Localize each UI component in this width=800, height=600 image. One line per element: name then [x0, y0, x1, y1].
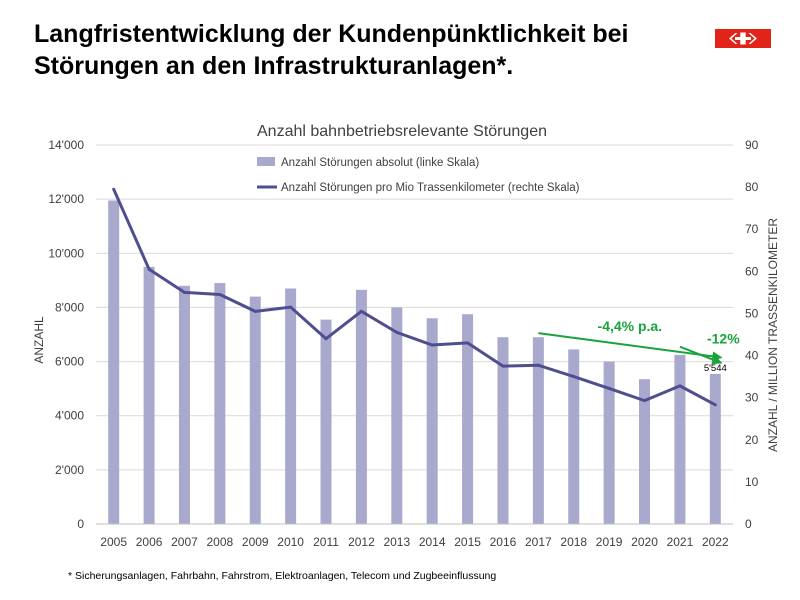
- x-tick-label: 2010: [277, 535, 304, 549]
- y-left-tick-label: 10'000: [48, 246, 84, 260]
- grid: [96, 144, 733, 525]
- line-point: [572, 375, 576, 379]
- y-right-tick-label: 30: [745, 391, 759, 405]
- x-tick-label: 2018: [560, 535, 587, 549]
- bar: [709, 373, 721, 524]
- sbb-logo: [715, 29, 771, 48]
- line-point: [466, 341, 470, 345]
- line-path: [112, 188, 717, 407]
- line-point: [112, 187, 116, 191]
- line-point: [678, 384, 682, 388]
- bar: [603, 361, 615, 524]
- x-tick-label: 2020: [631, 535, 658, 549]
- chart-title: Anzahl bahnbetriebsrelevante Störungen: [257, 123, 547, 140]
- line-point: [501, 364, 505, 368]
- x-tick-label: 2011: [313, 535, 339, 549]
- bar: [320, 319, 332, 524]
- sbb-logo-icon: [715, 29, 771, 48]
- y-left-tick-label: 6'000: [55, 355, 84, 369]
- line-point: [324, 337, 328, 341]
- x-tick-label: 2008: [207, 535, 234, 549]
- legend-swatch-bar: [257, 157, 275, 166]
- x-tick-label: 2017: [525, 535, 552, 549]
- x-tick-label: 2012: [348, 535, 375, 549]
- line-point: [430, 343, 434, 347]
- line-point: [147, 267, 151, 271]
- y-right-tick-label: 90: [745, 138, 759, 152]
- bar: [426, 318, 438, 524]
- y-left-tick-label: 4'000: [55, 409, 84, 423]
- bar: [532, 337, 544, 524]
- x-axis: 2005 2006 2007 2008 2009 2010 2011 2012 2013 2014…: [96, 523, 733, 549]
- data-label: 5'544: [704, 363, 727, 374]
- x-tick-label: 2015: [454, 535, 481, 549]
- line-point: [218, 292, 222, 296]
- annotation-arrow: [679, 345, 723, 365]
- bar: [143, 266, 155, 524]
- y-right-tick-label: 0: [745, 517, 752, 531]
- y-right-tick-label: 10: [745, 475, 759, 489]
- x-tick-label: 2022: [702, 535, 729, 549]
- line-point: [607, 386, 611, 390]
- bar: [214, 283, 226, 524]
- legend-label-line: Anzahl Störungen pro Mio Trassenkilomete…: [281, 182, 580, 194]
- y-left-tick-label: 14'000: [48, 138, 84, 152]
- bar: [108, 200, 120, 524]
- y-left-tick-label: 12'000: [48, 192, 84, 206]
- annotations: -4,4% p.a. -12%: [538, 318, 740, 365]
- annotation-label: -12%: [707, 331, 740, 347]
- x-tick-label: 2021: [667, 535, 694, 549]
- x-tick-label: 2009: [242, 535, 269, 549]
- y-right-tick-label: 70: [745, 222, 759, 236]
- bar: [639, 379, 651, 524]
- annotation-label: -4,4% p.a.: [598, 318, 663, 334]
- y-right-tick-label: 20: [745, 433, 759, 447]
- y-left-tick-label: 0: [77, 517, 84, 531]
- x-tick-label: 2014: [419, 535, 446, 549]
- line-point: [289, 305, 293, 309]
- x-tick-label: 2016: [490, 535, 517, 549]
- bar: [674, 354, 686, 524]
- bar: [355, 289, 367, 524]
- y-axis-left-label: ANZAHL: [32, 316, 46, 364]
- page-title: Langfristentwicklung der Kundenpünktlich…: [34, 20, 629, 80]
- line-series: [112, 187, 717, 407]
- y-axis-left: 0 2'000 4'000 6'000 8'000 10'000 12'000 14'000: [48, 138, 84, 531]
- y-axis-right-label: ANZAHL / MILLION TRASSENKILOMETER: [766, 218, 780, 452]
- bar: [568, 349, 580, 524]
- chart: Anzahl bahnbetriebsrelevante Störungen 5…: [32, 123, 780, 549]
- bar: [497, 337, 509, 524]
- x-tick-label: 2005: [100, 535, 127, 549]
- y-right-tick-label: 60: [745, 264, 759, 278]
- line-point: [643, 399, 647, 403]
- line-point: [536, 363, 540, 367]
- legend-label-bar: Anzahl Störungen absolut (linke Skala): [281, 157, 479, 169]
- bar: [285, 288, 297, 524]
- line-point: [253, 309, 257, 313]
- bar: [391, 307, 403, 524]
- bar-series: 5'544: [108, 200, 727, 524]
- y-right-tick-label: 80: [745, 180, 759, 194]
- x-tick-label: 2013: [383, 535, 410, 549]
- bar: [462, 314, 474, 524]
- x-tick-label: 2007: [171, 535, 198, 549]
- y-right-tick-label: 40: [745, 349, 759, 363]
- x-tick-label: 2006: [136, 535, 163, 549]
- line-point: [395, 330, 399, 334]
- footnote: * Sicherungsanlagen, Fahrbahn, Fahrstrom…: [68, 570, 497, 582]
- y-left-tick-label: 2'000: [55, 463, 84, 477]
- legend: Anzahl Störungen absolut (linke Skala) A…: [257, 157, 580, 194]
- line-point: [182, 290, 186, 294]
- y-axis-right: 0 10 20 30 40 50 60 70 80 90: [745, 138, 759, 531]
- bar: [178, 285, 190, 524]
- bar: [249, 296, 261, 524]
- line-point: [713, 403, 717, 407]
- annotation-arrow: [538, 332, 723, 362]
- line-point: [359, 309, 363, 313]
- y-right-tick-label: 50: [745, 306, 759, 320]
- y-left-tick-label: 8'000: [55, 300, 84, 314]
- x-tick-label: 2019: [596, 535, 623, 549]
